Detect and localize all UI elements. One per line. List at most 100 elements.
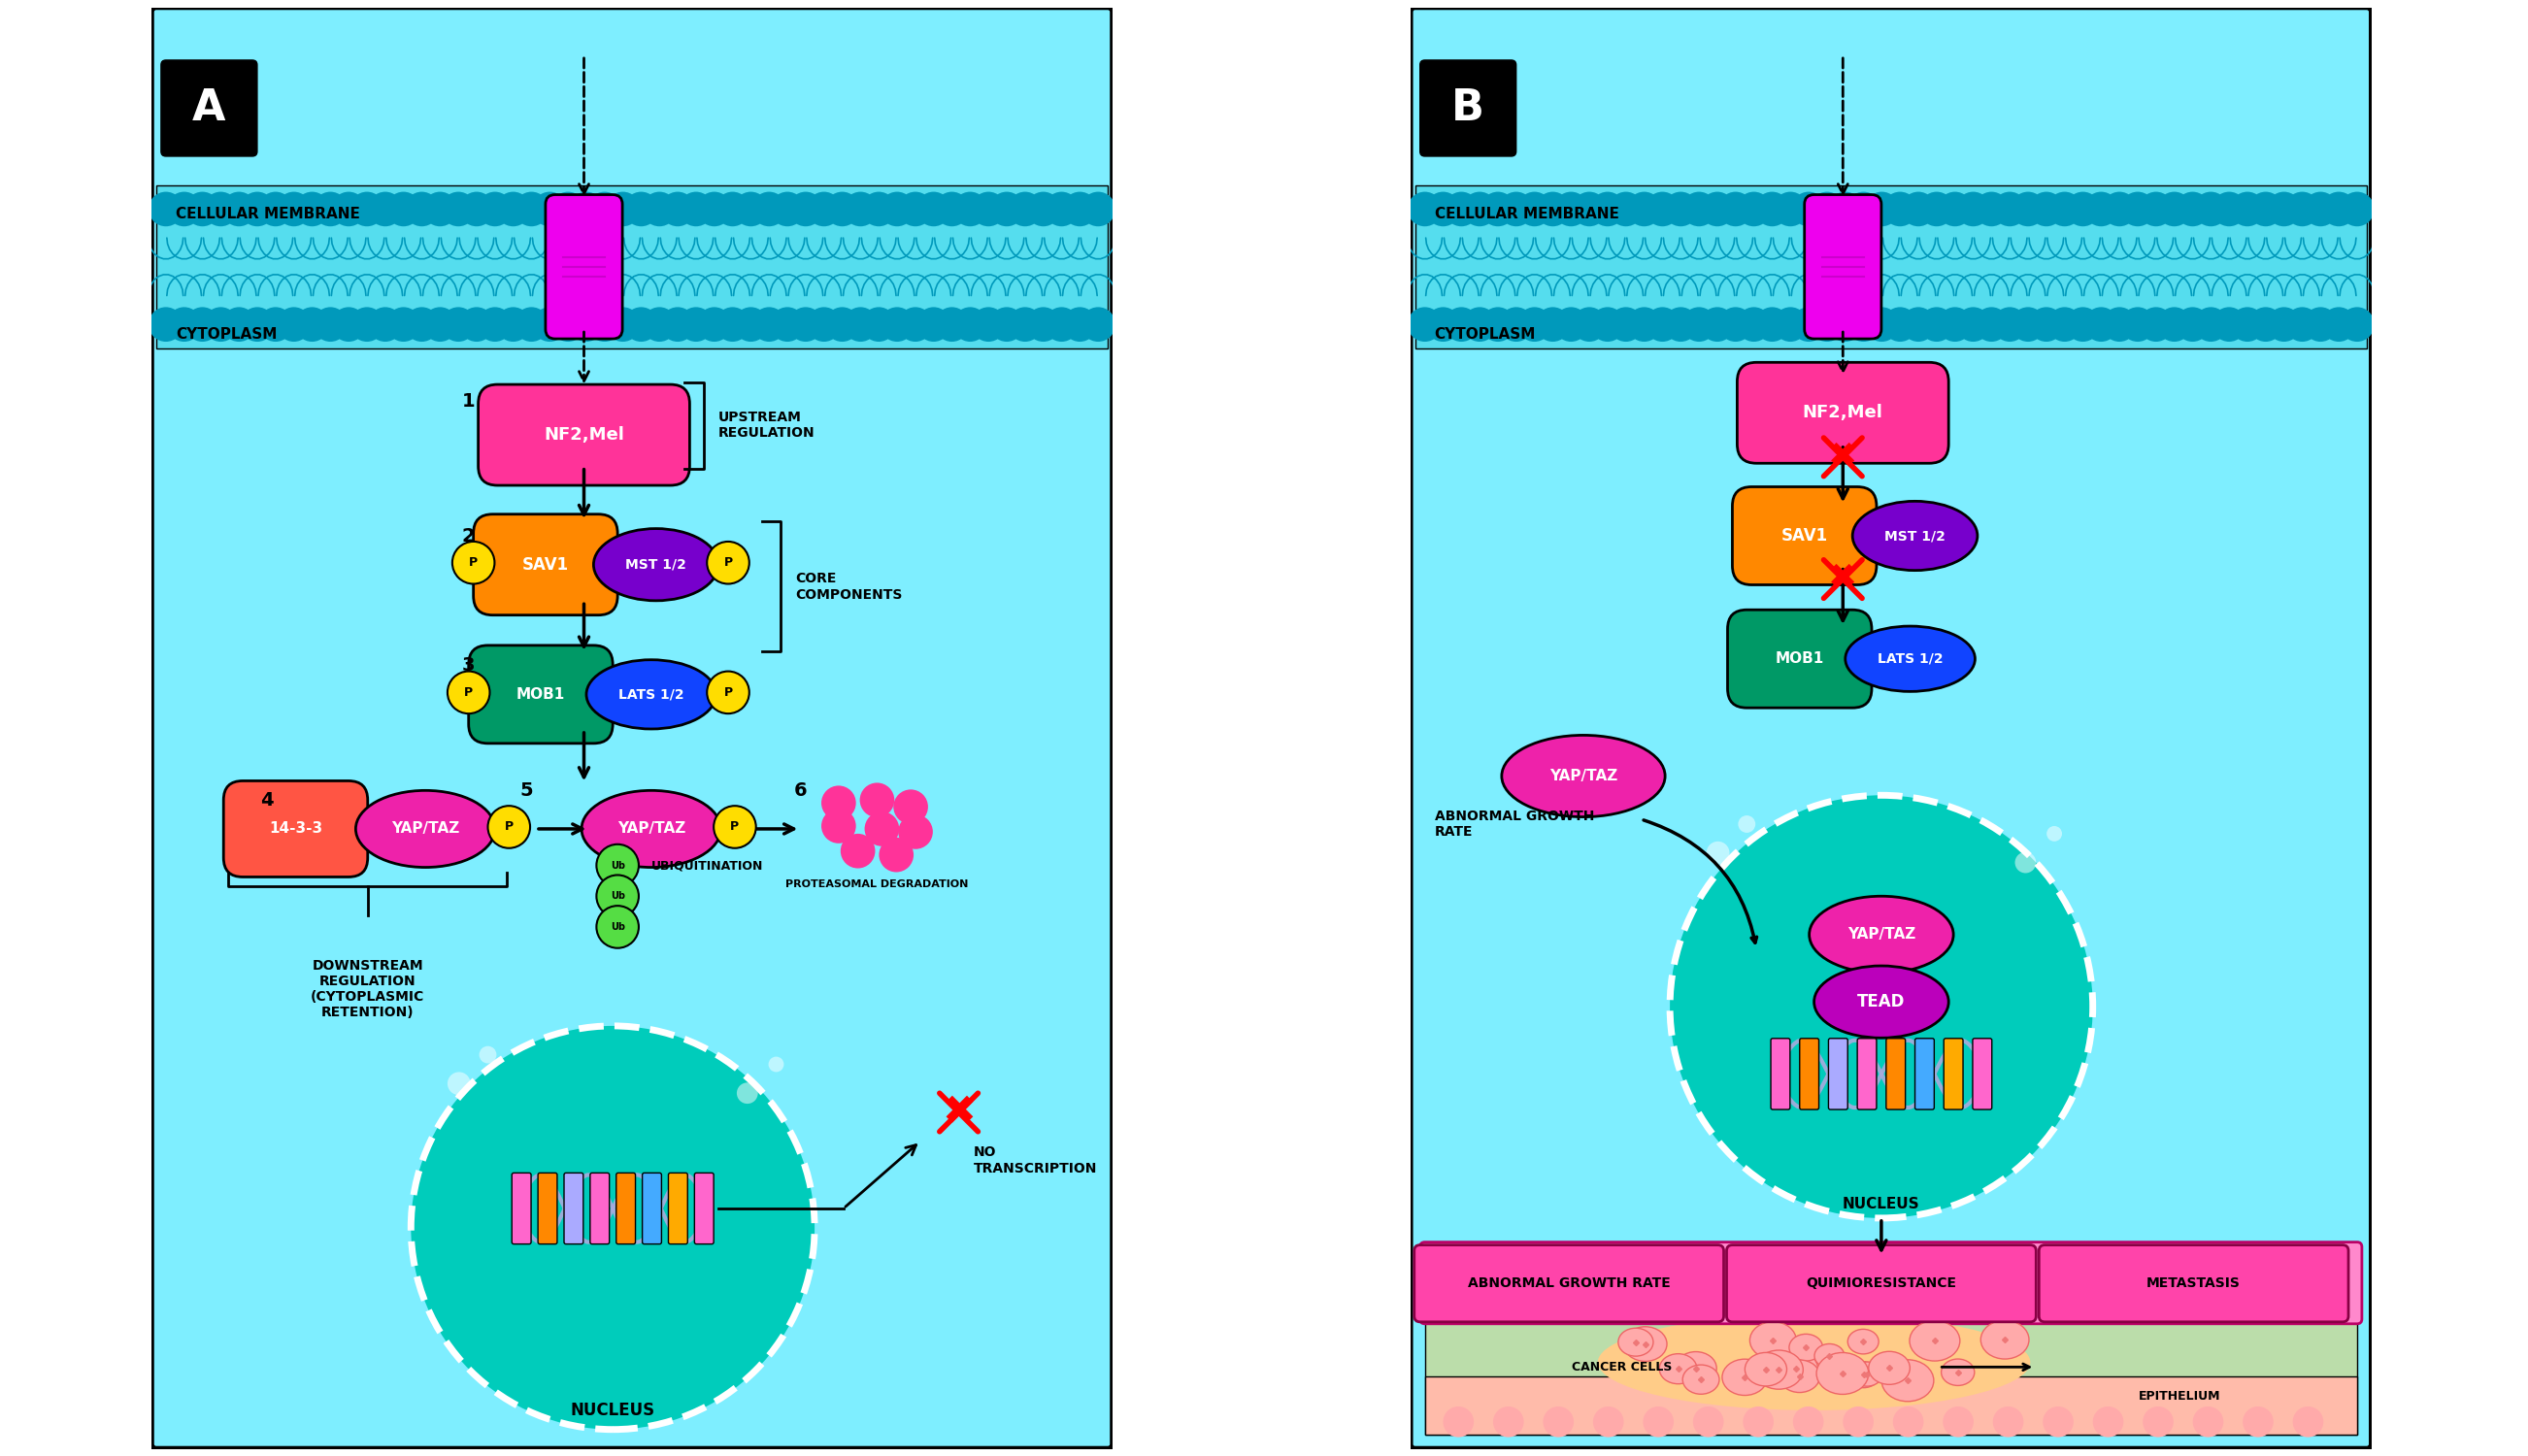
Circle shape <box>1866 192 1899 226</box>
FancyBboxPatch shape <box>1727 1245 2035 1322</box>
Circle shape <box>2121 192 2154 226</box>
Text: ABNORMAL GROWTH
RATE: ABNORMAL GROWTH RATE <box>1433 810 1595 839</box>
Circle shape <box>844 307 877 342</box>
Circle shape <box>1739 815 1754 833</box>
Circle shape <box>607 307 640 342</box>
FancyBboxPatch shape <box>546 195 622 339</box>
Circle shape <box>2010 192 2045 226</box>
Circle shape <box>387 307 420 342</box>
Text: A: A <box>192 87 225 130</box>
Ellipse shape <box>1618 1328 1653 1356</box>
Circle shape <box>1754 307 1790 342</box>
Circle shape <box>1699 307 1734 342</box>
FancyBboxPatch shape <box>1858 1038 1876 1109</box>
Circle shape <box>296 192 329 226</box>
Circle shape <box>1590 307 1626 342</box>
Circle shape <box>1026 192 1062 226</box>
Ellipse shape <box>1502 735 1666 817</box>
Circle shape <box>880 307 915 342</box>
Circle shape <box>2341 307 2374 342</box>
Circle shape <box>495 307 531 342</box>
Text: 5: 5 <box>521 782 533 799</box>
Circle shape <box>2093 1406 2124 1437</box>
Circle shape <box>1663 192 1699 226</box>
Circle shape <box>1590 192 1626 226</box>
Text: NO
TRANSCRIPTION: NO TRANSCRIPTION <box>973 1146 1097 1175</box>
Circle shape <box>715 307 751 342</box>
FancyBboxPatch shape <box>538 1174 556 1243</box>
Text: P: P <box>470 556 478 569</box>
Circle shape <box>2192 1406 2225 1437</box>
Circle shape <box>1792 1406 1823 1437</box>
Circle shape <box>1944 1406 1974 1437</box>
Circle shape <box>915 307 951 342</box>
Ellipse shape <box>1853 1361 1883 1386</box>
Circle shape <box>1572 192 1608 226</box>
Circle shape <box>1699 192 1734 226</box>
Ellipse shape <box>1684 1364 1719 1395</box>
Circle shape <box>892 789 928 824</box>
Text: SAV1: SAV1 <box>1782 527 1828 545</box>
Circle shape <box>708 542 748 584</box>
Circle shape <box>1461 192 1497 226</box>
Circle shape <box>1461 307 1497 342</box>
Circle shape <box>1408 307 1441 342</box>
Text: QUIMIORESISTANCE: QUIMIORESISTANCE <box>1805 1277 1957 1290</box>
Text: P: P <box>506 821 513 833</box>
Circle shape <box>1443 192 1479 226</box>
Circle shape <box>1792 192 1825 226</box>
Circle shape <box>551 192 586 226</box>
Circle shape <box>624 192 657 226</box>
Circle shape <box>240 307 276 342</box>
Circle shape <box>149 192 182 226</box>
Circle shape <box>1671 795 2093 1219</box>
Circle shape <box>1517 307 1552 342</box>
Circle shape <box>460 192 493 226</box>
Circle shape <box>2139 307 2174 342</box>
Circle shape <box>513 307 549 342</box>
Circle shape <box>1494 1406 1524 1437</box>
Text: MST 1/2: MST 1/2 <box>624 558 688 571</box>
Circle shape <box>2144 1406 2174 1437</box>
Circle shape <box>569 192 604 226</box>
FancyBboxPatch shape <box>1916 1038 1934 1109</box>
Circle shape <box>1534 307 1570 342</box>
FancyBboxPatch shape <box>1411 7 2371 1449</box>
Circle shape <box>1062 192 1097 226</box>
Circle shape <box>771 307 804 342</box>
Circle shape <box>862 192 895 226</box>
Circle shape <box>1957 192 1990 226</box>
Text: PROTEASOMAL DEGRADATION: PROTEASOMAL DEGRADATION <box>786 879 968 890</box>
Text: NUCLEUS: NUCLEUS <box>1843 1197 1919 1211</box>
Circle shape <box>642 307 678 342</box>
Circle shape <box>387 192 420 226</box>
Circle shape <box>1443 307 1479 342</box>
Circle shape <box>1843 1406 1873 1437</box>
Circle shape <box>1555 307 1588 342</box>
Circle shape <box>422 192 458 226</box>
Circle shape <box>1628 307 1661 342</box>
Circle shape <box>2268 307 2300 342</box>
Circle shape <box>276 307 311 342</box>
Circle shape <box>2083 192 2118 226</box>
Circle shape <box>1828 307 1863 342</box>
Text: DOWNSTREAM
REGULATION
(CYTOPLASMIC
RETENTION): DOWNSTREAM REGULATION (CYTOPLASMIC RETEN… <box>311 958 425 1019</box>
Text: LATS 1/2: LATS 1/2 <box>1878 652 1944 665</box>
FancyBboxPatch shape <box>564 1174 584 1243</box>
Circle shape <box>1719 307 1752 342</box>
Ellipse shape <box>1722 1358 1767 1395</box>
Circle shape <box>935 307 968 342</box>
Circle shape <box>2043 1406 2073 1437</box>
Ellipse shape <box>1815 1344 1845 1367</box>
Circle shape <box>240 192 276 226</box>
Circle shape <box>1646 192 1679 226</box>
Circle shape <box>2103 192 2136 226</box>
Text: P: P <box>731 821 738 833</box>
Text: P: P <box>723 686 733 699</box>
Circle shape <box>897 307 933 342</box>
Text: ABNORMAL GROWTH RATE: ABNORMAL GROWTH RATE <box>1469 1277 1671 1290</box>
Ellipse shape <box>1754 1350 1802 1389</box>
Circle shape <box>1499 307 1534 342</box>
Circle shape <box>1082 192 1115 226</box>
Ellipse shape <box>1780 1360 1820 1392</box>
